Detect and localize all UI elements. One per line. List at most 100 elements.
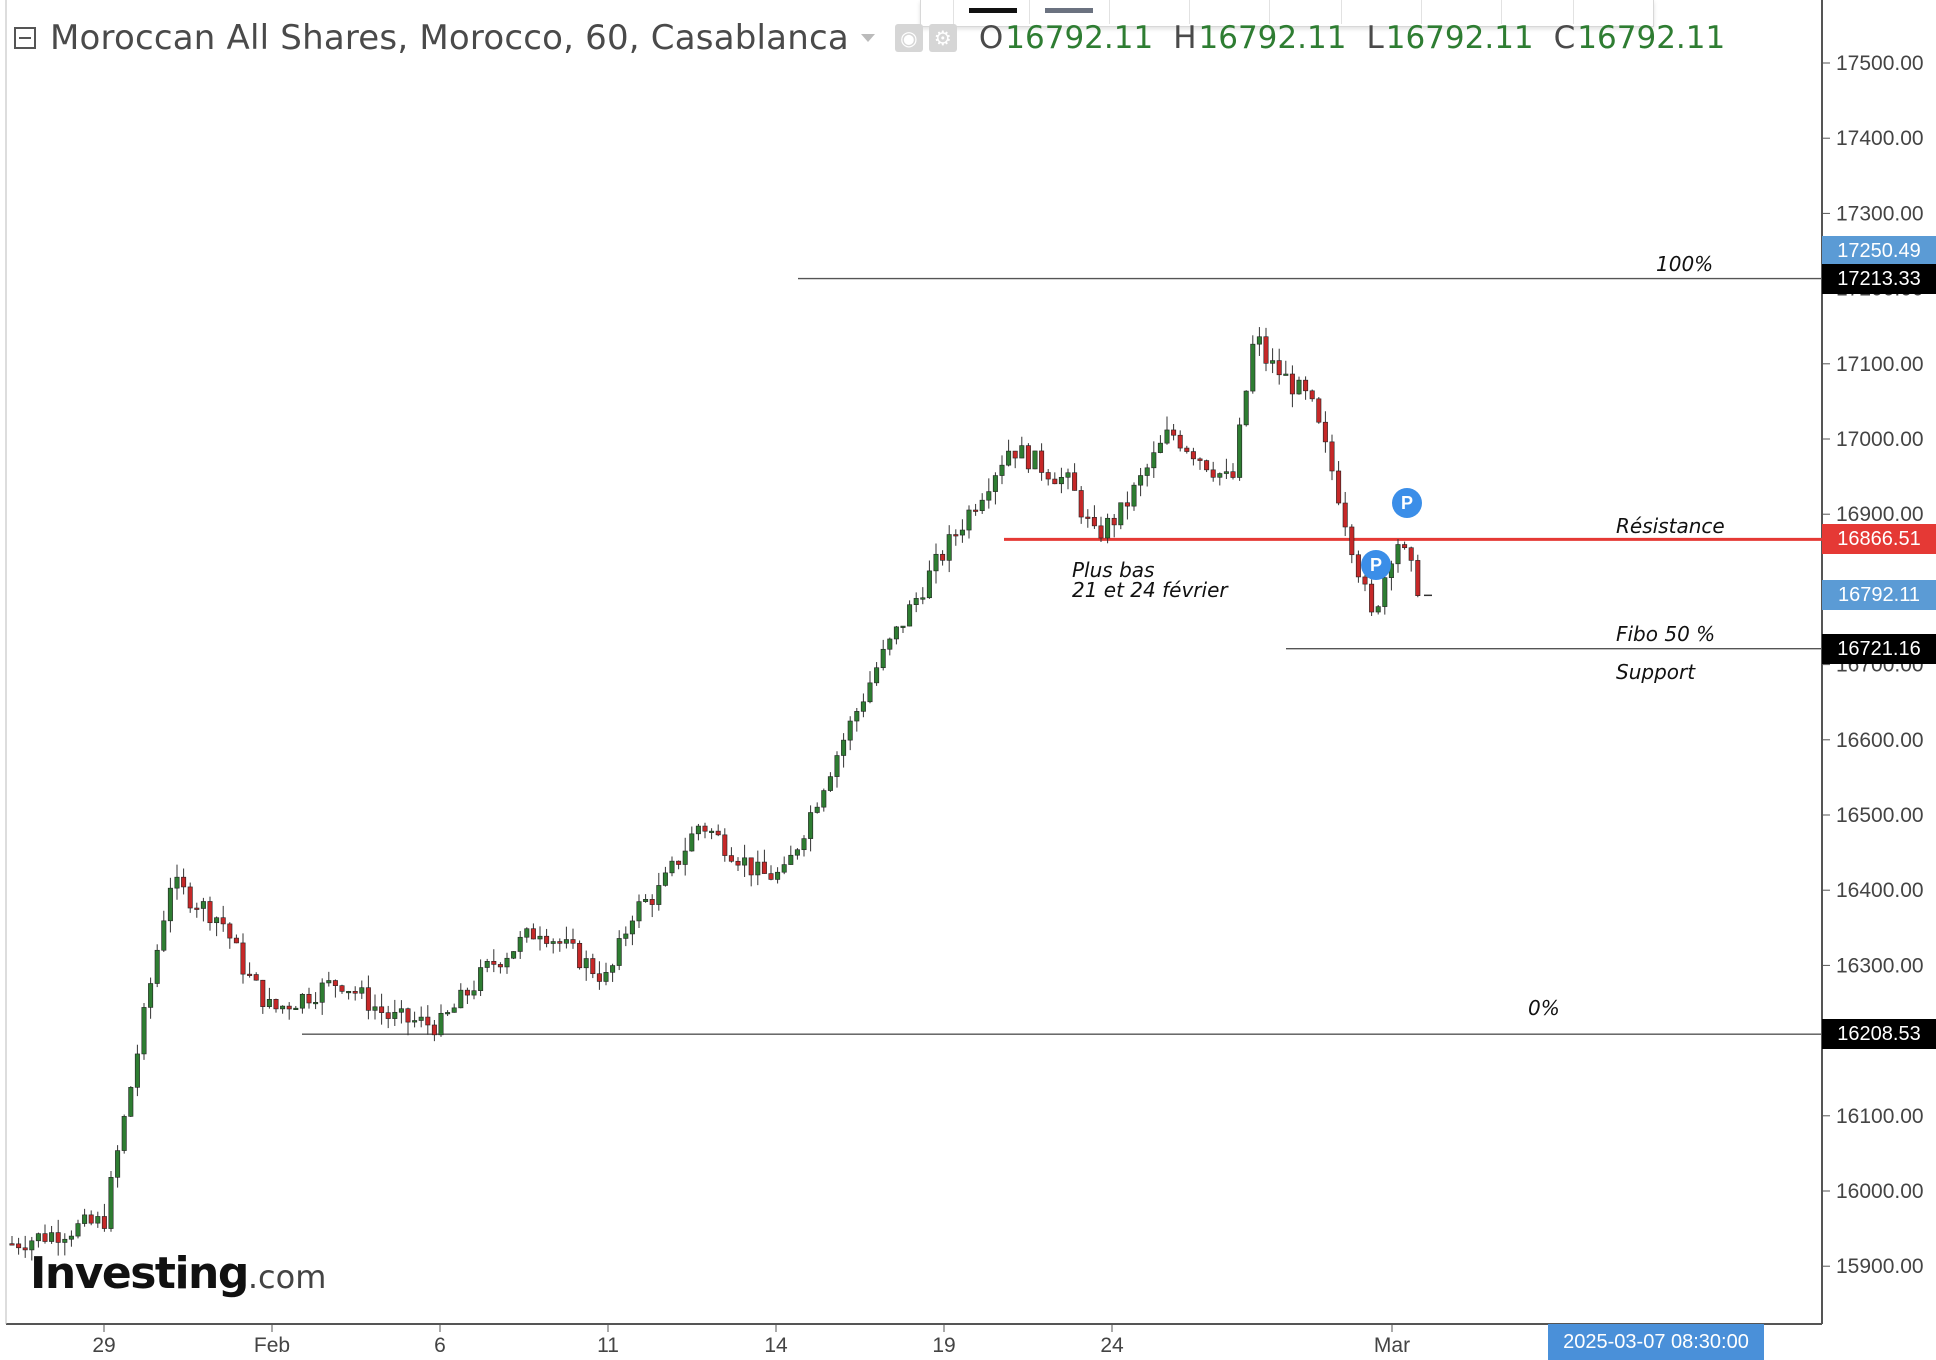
candlestick[interactable] [933, 543, 939, 584]
candlestick[interactable] [563, 926, 569, 949]
candlestick[interactable] [1270, 348, 1276, 374]
candlestick[interactable] [1375, 605, 1381, 615]
candlestick[interactable] [299, 993, 305, 1014]
candlestick[interactable] [893, 625, 899, 645]
candlestick[interactable] [365, 975, 371, 1020]
candlestick[interactable] [1151, 441, 1157, 478]
candlestick[interactable] [458, 983, 464, 1009]
candlestick[interactable] [550, 938, 556, 954]
candlestick[interactable] [761, 849, 767, 874]
candlestick[interactable] [662, 866, 668, 887]
candlestick[interactable] [1058, 467, 1064, 494]
candlestick[interactable] [656, 872, 662, 911]
candlestick[interactable] [992, 472, 998, 505]
candlestick[interactable] [517, 931, 523, 959]
candlestick[interactable] [240, 933, 246, 984]
candlestick[interactable] [286, 1002, 292, 1020]
candlestick[interactable] [1012, 450, 1018, 469]
candlestick[interactable] [1157, 435, 1163, 454]
candlestick[interactable] [1230, 463, 1236, 480]
candlestick[interactable] [1256, 327, 1262, 356]
eye-icon[interactable]: ◉ [894, 24, 923, 52]
candlestick[interactable] [702, 822, 708, 839]
candlestick[interactable] [953, 529, 959, 546]
candlestick[interactable] [273, 998, 279, 1013]
candlestick[interactable] [1052, 472, 1058, 485]
candlestick[interactable] [148, 977, 154, 1019]
candlestick[interactable] [1032, 450, 1038, 470]
candlestick[interactable] [128, 1086, 134, 1118]
candlestick[interactable] [200, 897, 206, 922]
candlestick[interactable] [801, 835, 807, 857]
candlestick[interactable] [511, 951, 517, 960]
candlestick[interactable] [821, 788, 827, 812]
candlestick[interactable] [537, 926, 543, 951]
candlestick[interactable] [623, 926, 629, 947]
candlestick[interactable] [775, 867, 781, 884]
horizontal-levels[interactable] [302, 277, 1822, 1035]
candlestick[interactable] [227, 922, 233, 949]
candlestick[interactable] [418, 1006, 424, 1028]
candlestick[interactable] [544, 928, 550, 948]
candlestick[interactable] [372, 994, 378, 1020]
candlestick[interactable] [293, 1005, 299, 1010]
candlestick[interactable] [1408, 546, 1414, 572]
candlestick[interactable] [68, 1230, 74, 1247]
candlestick[interactable] [755, 850, 761, 886]
candlestick[interactable] [431, 1019, 437, 1042]
candlestick[interactable] [108, 1170, 114, 1232]
candlestick[interactable] [1019, 436, 1025, 459]
candlestick[interactable] [940, 550, 946, 566]
line-style-solid-icon[interactable] [969, 8, 1017, 13]
candlestick[interactable] [35, 1232, 41, 1248]
candlestick[interactable] [959, 519, 965, 543]
candlestick[interactable] [1289, 365, 1295, 408]
candlestick[interactable] [194, 902, 200, 918]
candlestick[interactable] [1072, 463, 1078, 491]
candlestick[interactable] [583, 950, 589, 981]
candlestick[interactable] [1098, 516, 1104, 543]
candlestick[interactable] [999, 455, 1005, 485]
candlestick[interactable] [141, 1003, 147, 1060]
candlestick[interactable] [1369, 579, 1375, 616]
candlestick[interactable] [722, 828, 728, 862]
candlestick[interactable] [233, 934, 239, 944]
candlestick[interactable] [1243, 390, 1249, 427]
candlestick[interactable] [1045, 469, 1051, 486]
candlestick[interactable] [860, 693, 866, 718]
pivot-marker-icon[interactable]: P [1361, 550, 1391, 580]
candlestick[interactable] [451, 1003, 457, 1013]
candlestick[interactable] [438, 1004, 444, 1037]
candlestick[interactable] [1184, 445, 1190, 454]
candlestick[interactable] [471, 980, 477, 1000]
candlestick[interactable] [669, 856, 675, 877]
candlestick[interactable] [986, 478, 992, 509]
candlestick[interactable] [1355, 550, 1361, 583]
candlestick[interactable] [676, 860, 682, 870]
candlesticks[interactable] [9, 327, 1432, 1261]
candlestick[interactable] [880, 639, 886, 671]
candlestick[interactable] [49, 1225, 55, 1244]
candlestick[interactable] [1309, 389, 1315, 402]
candlestick[interactable] [1131, 482, 1137, 511]
candlestick[interactable] [1118, 502, 1124, 530]
candlestick[interactable] [332, 979, 338, 998]
candlestick[interactable] [1349, 524, 1355, 564]
candlestick[interactable] [121, 1114, 127, 1154]
candlestick[interactable] [1085, 509, 1091, 528]
candlestick[interactable] [715, 824, 721, 837]
candlestick[interactable] [42, 1224, 48, 1244]
candlestick[interactable] [794, 848, 800, 860]
candlestick[interactable] [577, 940, 583, 970]
candlestick[interactable] [478, 959, 484, 997]
candlestick[interactable] [1329, 434, 1335, 481]
candlestick[interactable] [174, 864, 180, 900]
candlestick[interactable] [497, 962, 503, 974]
candlestick[interactable] [88, 1210, 94, 1226]
candlestick[interactable] [610, 963, 616, 982]
candlestick[interactable] [187, 882, 193, 913]
candlestick[interactable] [709, 828, 715, 840]
candlestick[interactable] [154, 944, 160, 988]
candlestick[interactable] [682, 837, 688, 876]
candlestick[interactable] [484, 958, 490, 973]
